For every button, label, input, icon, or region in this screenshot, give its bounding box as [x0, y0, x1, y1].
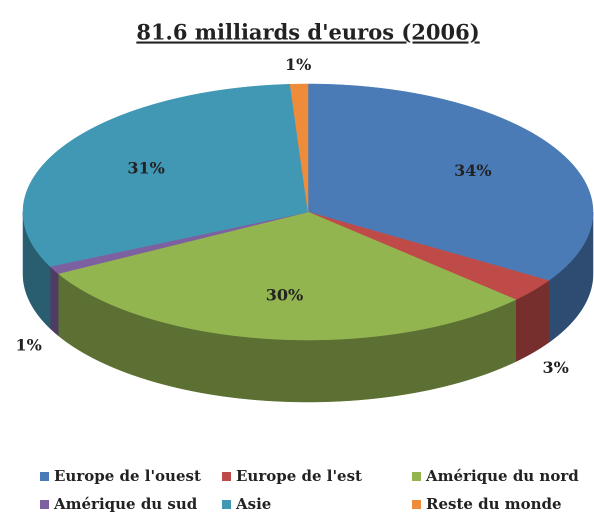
- legend-swatch: [222, 500, 231, 509]
- data-label: 1%: [15, 335, 41, 354]
- data-label: 1%: [285, 55, 311, 74]
- legend-label: Reste du monde: [426, 495, 562, 513]
- legend-label: Amérique du nord: [425, 467, 579, 485]
- legend-label: Europe de l'est: [236, 467, 362, 485]
- legend-swatch: [40, 472, 49, 481]
- legend-swatch: [40, 500, 49, 509]
- legend-label: Amérique du sud: [53, 495, 198, 513]
- legend-swatch: [412, 472, 421, 481]
- slice: [307, 211, 550, 300]
- legend-swatch: [412, 500, 421, 509]
- slice: [307, 83, 594, 281]
- data-label: 34%: [454, 161, 491, 180]
- data-label: 30%: [266, 285, 303, 304]
- data-label: 3%: [543, 358, 569, 377]
- chart-title: 81.6 milliards d'euros (2006): [136, 20, 479, 45]
- legend-label: Asie: [235, 495, 271, 513]
- legend-swatch: [222, 472, 231, 481]
- data-label: 31%: [127, 158, 164, 177]
- slice: [289, 83, 309, 213]
- legend-label: Europe de l'ouest: [54, 467, 201, 485]
- slice-side: [49, 265, 59, 337]
- slice: [22, 83, 309, 267]
- slice: [57, 211, 517, 341]
